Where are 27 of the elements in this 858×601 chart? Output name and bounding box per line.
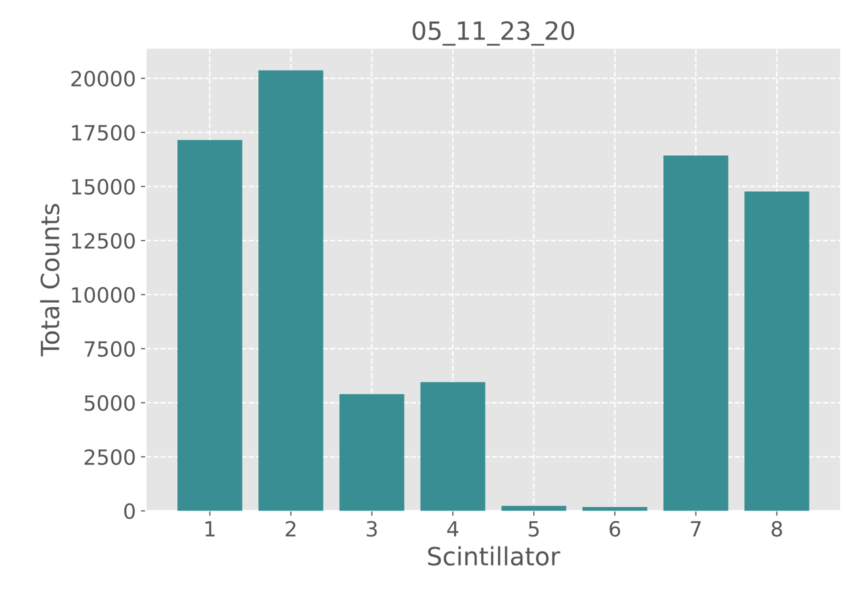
bar	[420, 382, 486, 511]
bar	[501, 506, 566, 511]
bar	[177, 140, 242, 511]
y-tick-label: 2500	[84, 449, 135, 465]
y-tick-label: 0	[124, 503, 135, 520]
x-tick-label: 2	[286, 520, 296, 536]
y-tick-label: 15000	[72, 178, 135, 195]
x-tick-label: 5	[528, 521, 539, 537]
bar	[339, 394, 404, 511]
x-tick-label: 3	[366, 520, 377, 537]
x-tick-label: 6	[610, 520, 620, 537]
x-axis-title: Scintillator	[428, 546, 560, 566]
x-tick-label: 4	[447, 521, 458, 536]
x-tick-label: 1	[206, 521, 215, 536]
y-tick-label: 10000	[72, 287, 135, 303]
bar	[744, 191, 810, 511]
x-tick-label: 7	[690, 521, 701, 536]
y-tick-label: 17500	[72, 124, 135, 141]
y-tick-label: 5000	[84, 395, 135, 411]
bar	[663, 156, 728, 511]
bar	[258, 70, 324, 511]
chart-title: 05_11_23_20	[412, 21, 574, 46]
y-tick-label: 20000	[71, 70, 135, 87]
y-tick-label: 7500	[84, 341, 135, 357]
y-axis-title: Total Counts	[40, 204, 60, 356]
y-tick-label: 12500	[72, 232, 135, 249]
x-tick-label: 8	[772, 520, 782, 537]
